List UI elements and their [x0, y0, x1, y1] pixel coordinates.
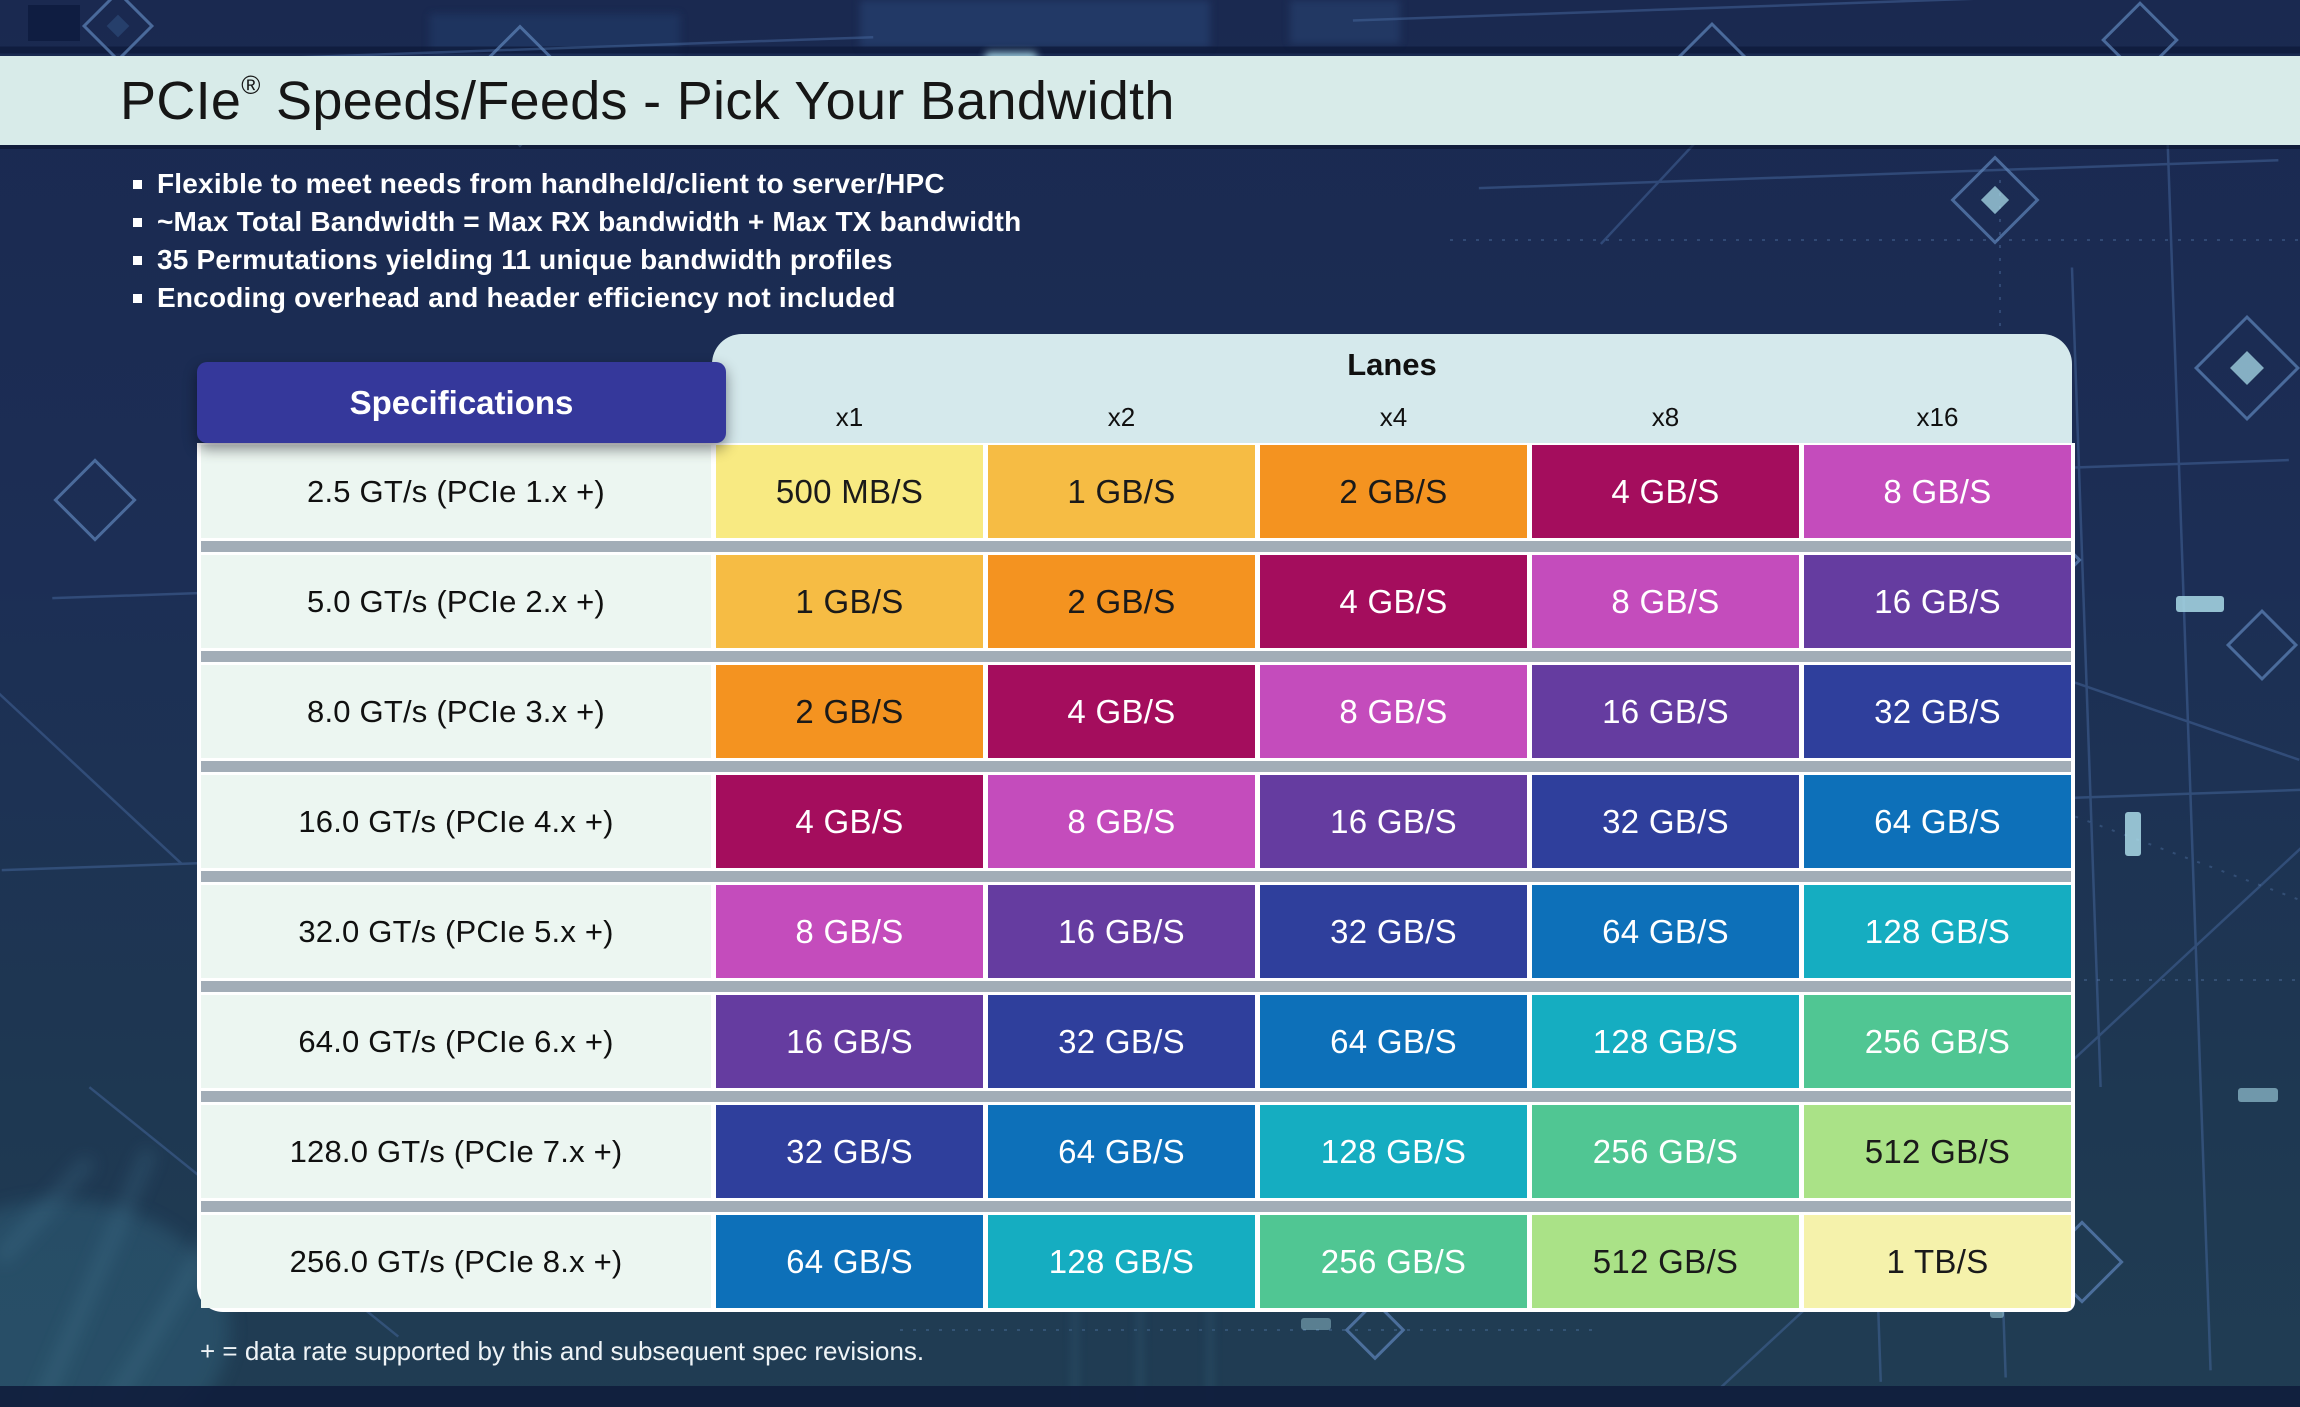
bullet-item: ~Max Total Bandwidth = Max RX bandwidth … — [133, 203, 1021, 241]
bandwidth-cell: 16 GB/S — [716, 995, 983, 1088]
bandwidth-cell: 8 GB/S — [1804, 445, 2071, 538]
bandwidth-cell: 512 GB/S — [1804, 1105, 2071, 1198]
bandwidth-cell: 2 GB/S — [1260, 445, 1527, 538]
spec-row-label: 5.0 GT/s (PCIe 2.x +) — [201, 555, 711, 648]
lanes-header-label: Lanes — [1347, 347, 1437, 382]
bandwidth-cell: 32 GB/S — [1804, 665, 2071, 758]
spec-row-label: 8.0 GT/s (PCIe 3.x +) — [201, 665, 711, 758]
bandwidth-cell: 32 GB/S — [1260, 885, 1527, 978]
bandwidth-cell: 64 GB/S — [1804, 775, 2071, 868]
bandwidth-cell: 8 GB/S — [1532, 555, 1799, 648]
bandwidth-cell: 2 GB/S — [716, 665, 983, 758]
title-prefix: PCIe — [120, 70, 242, 131]
bandwidth-cell: 64 GB/S — [1260, 995, 1527, 1088]
bandwidth-cell: 256 GB/S — [1532, 1105, 1799, 1198]
spec-row-label: 32.0 GT/s (PCIe 5.x +) — [201, 885, 711, 978]
registered-mark: ® — [241, 70, 261, 100]
row-separator — [201, 1088, 2071, 1105]
bandwidth-cell: 16 GB/S — [1260, 775, 1527, 868]
row-separator — [201, 648, 2071, 665]
row-separator — [201, 538, 2071, 555]
bullet-text: ~Max Total Bandwidth = Max RX bandwidth … — [157, 206, 1022, 237]
lane-column-header: x4 — [1379, 402, 1408, 432]
bandwidth-cell: 2 GB/S — [988, 555, 1255, 648]
table-body: 2.5 GT/s (PCIe 1.x +) 500 MB/S 1 GB/S 2 GB/… — [197, 443, 2075, 1312]
title-rest: Speeds/Feeds - Pick Your Bandwidth — [260, 70, 1175, 131]
bandwidth-cell: 32 GB/S — [1532, 775, 1799, 868]
bandwidth-cell: 64 GB/S — [716, 1215, 983, 1308]
page-title: PCIe ® Speeds/Feeds - Pick Your Bandwidth — [120, 56, 1175, 145]
title-band: PCIe ® Speeds/Feeds - Pick Your Bandwidth — [0, 56, 2300, 145]
bandwidth-cell: 8 GB/S — [988, 775, 1255, 868]
bullet-square-icon — [133, 217, 142, 227]
table-row: 32.0 GT/s (PCIe 5.x +) 8 GB/S 16 GB/S 32 GB… — [201, 885, 2071, 978]
bandwidth-cell: 128 GB/S — [1260, 1105, 1527, 1198]
bandwidth-cell: 128 GB/S — [988, 1215, 1255, 1308]
bullet-square-icon — [133, 179, 142, 189]
bandwidth-cell: 4 GB/S — [1260, 555, 1527, 648]
bandwidth-cell: 4 GB/S — [716, 775, 983, 868]
footnote: + = data rate supported by this and subs… — [200, 1336, 925, 1366]
table-row: 128.0 GT/s (PCIe 7.x +) 32 GB/S 64 GB/S 128… — [201, 1105, 2071, 1198]
bandwidth-cell: 16 GB/S — [1532, 665, 1799, 758]
spec-row-label: 256.0 GT/s (PCIe 8.x +) — [201, 1215, 711, 1308]
bandwidth-cell: 1 GB/S — [988, 445, 1255, 538]
bandwidth-cell: 32 GB/S — [988, 995, 1255, 1088]
table-row: 8.0 GT/s (PCIe 3.x +) 2 GB/S 4 GB/S 8 GB/S 1… — [201, 665, 2071, 758]
bandwidth-cell: 1 TB/S — [1804, 1215, 2071, 1308]
lane-column-header: x16 — [1916, 402, 1959, 432]
bandwidth-cell: 8 GB/S — [716, 885, 983, 978]
bandwidth-cell: 1 GB/S — [716, 555, 983, 648]
bandwidth-cell: 8 GB/S — [1260, 665, 1527, 758]
bandwidth-cell: 64 GB/S — [988, 1105, 1255, 1198]
row-separator — [201, 978, 2071, 995]
bandwidth-cell: 16 GB/S — [1804, 555, 2071, 648]
row-separator — [201, 758, 2071, 775]
table-row: 64.0 GT/s (PCIe 6.x +) 16 GB/S 32 GB/S 64 G… — [201, 995, 2071, 1088]
bullet-text: Flexible to meet needs from handheld/cli… — [157, 168, 945, 199]
bandwidth-cell: 4 GB/S — [1532, 445, 1799, 538]
bullet-item: Encoding overhead and header efficiency … — [133, 279, 1021, 317]
bandwidth-cell: 4 GB/S — [988, 665, 1255, 758]
bandwidth-cell: 500 MB/S — [716, 445, 983, 538]
table-row: 2.5 GT/s (PCIe 1.x +) 500 MB/S 1 GB/S 2 GB/… — [201, 445, 2071, 538]
bandwidth-cell: 128 GB/S — [1804, 885, 2071, 978]
lanes-header-band: Lanes x1 x2 x4 x8 x16 — [712, 334, 2072, 443]
bullet-list: Flexible to meet needs from handheld/cli… — [133, 165, 1021, 317]
table-row: 256.0 GT/s (PCIe 8.x +) 64 GB/S 128 GB/S 25… — [201, 1215, 2071, 1308]
bandwidth-cell: 32 GB/S — [716, 1105, 983, 1198]
specifications-header: Specifications — [197, 362, 726, 443]
bandwidth-cell: 64 GB/S — [1532, 885, 1799, 978]
table-row: 5.0 GT/s (PCIe 2.x +) 1 GB/S 2 GB/S 4 GB/S 8… — [201, 555, 2071, 648]
specifications-header-label: Specifications — [349, 383, 574, 421]
bandwidth-cell: 512 GB/S — [1532, 1215, 1799, 1308]
lane-column-header: x2 — [1107, 402, 1136, 432]
bandwidth-cell: 256 GB/S — [1804, 995, 2071, 1088]
lane-column-headers: x1 x2 x4 x8 x16 — [716, 402, 2071, 433]
spec-row-label: 2.5 GT/s (PCIe 1.x +) — [201, 445, 711, 538]
spec-row-label: 16.0 GT/s (PCIe 4.x +) — [201, 775, 711, 868]
spec-row-label: 64.0 GT/s (PCIe 6.x +) — [201, 995, 711, 1088]
bullet-text: Encoding overhead and header efficiency … — [157, 282, 896, 313]
lane-column-header: x8 — [1651, 402, 1680, 432]
bullet-square-icon — [133, 255, 142, 265]
lane-column-header: x1 — [835, 402, 864, 432]
bullet-square-icon — [133, 293, 142, 303]
bullet-item: Flexible to meet needs from handheld/cli… — [133, 165, 1021, 203]
row-separator — [201, 868, 2071, 885]
row-separator — [201, 1198, 2071, 1215]
bandwidth-cell: 128 GB/S — [1532, 995, 1799, 1088]
spec-row-label: 128.0 GT/s (PCIe 7.x +) — [201, 1105, 711, 1198]
bullet-text: 35 Permutations yielding 11 unique bandw… — [157, 244, 893, 275]
bandwidth-cell: 256 GB/S — [1260, 1215, 1527, 1308]
bullet-item: 35 Permutations yielding 11 unique bandw… — [133, 241, 1021, 279]
table-row: 16.0 GT/s (PCIe 4.x +) 4 GB/S 8 GB/S 16 GB/… — [201, 775, 2071, 868]
bandwidth-cell: 16 GB/S — [988, 885, 1255, 978]
